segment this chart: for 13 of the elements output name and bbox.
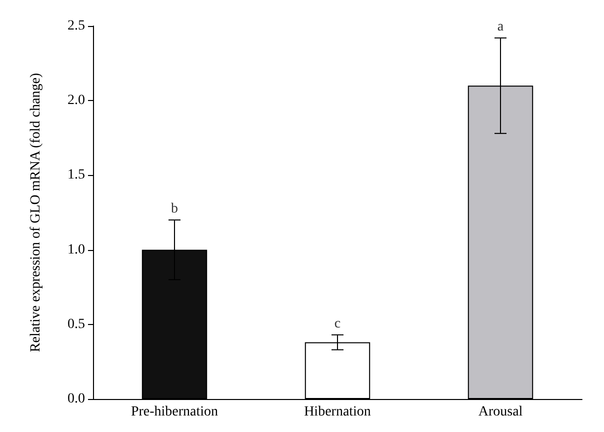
y-tick-label: 2.0 <box>68 93 85 108</box>
x-tick-label: Hibernation <box>304 404 371 420</box>
x-tick-label: Pre-hibernation <box>130 404 218 420</box>
annotation: a <box>497 19 504 34</box>
y-tick-label: 2.5 <box>68 18 85 34</box>
y-tick-label: 0.0 <box>68 392 85 406</box>
x-tick-label: Arousal <box>478 404 523 420</box>
y-tick-label: 0.5 <box>68 316 85 332</box>
annotation: c <box>334 316 341 332</box>
y-axis-title: Relative expression of GLO mRNA (fold change) <box>28 72 44 352</box>
y-tick-label: 1.5 <box>68 168 85 183</box>
annotation: b <box>171 201 178 216</box>
y-tick-label: 1.0 <box>68 242 85 258</box>
